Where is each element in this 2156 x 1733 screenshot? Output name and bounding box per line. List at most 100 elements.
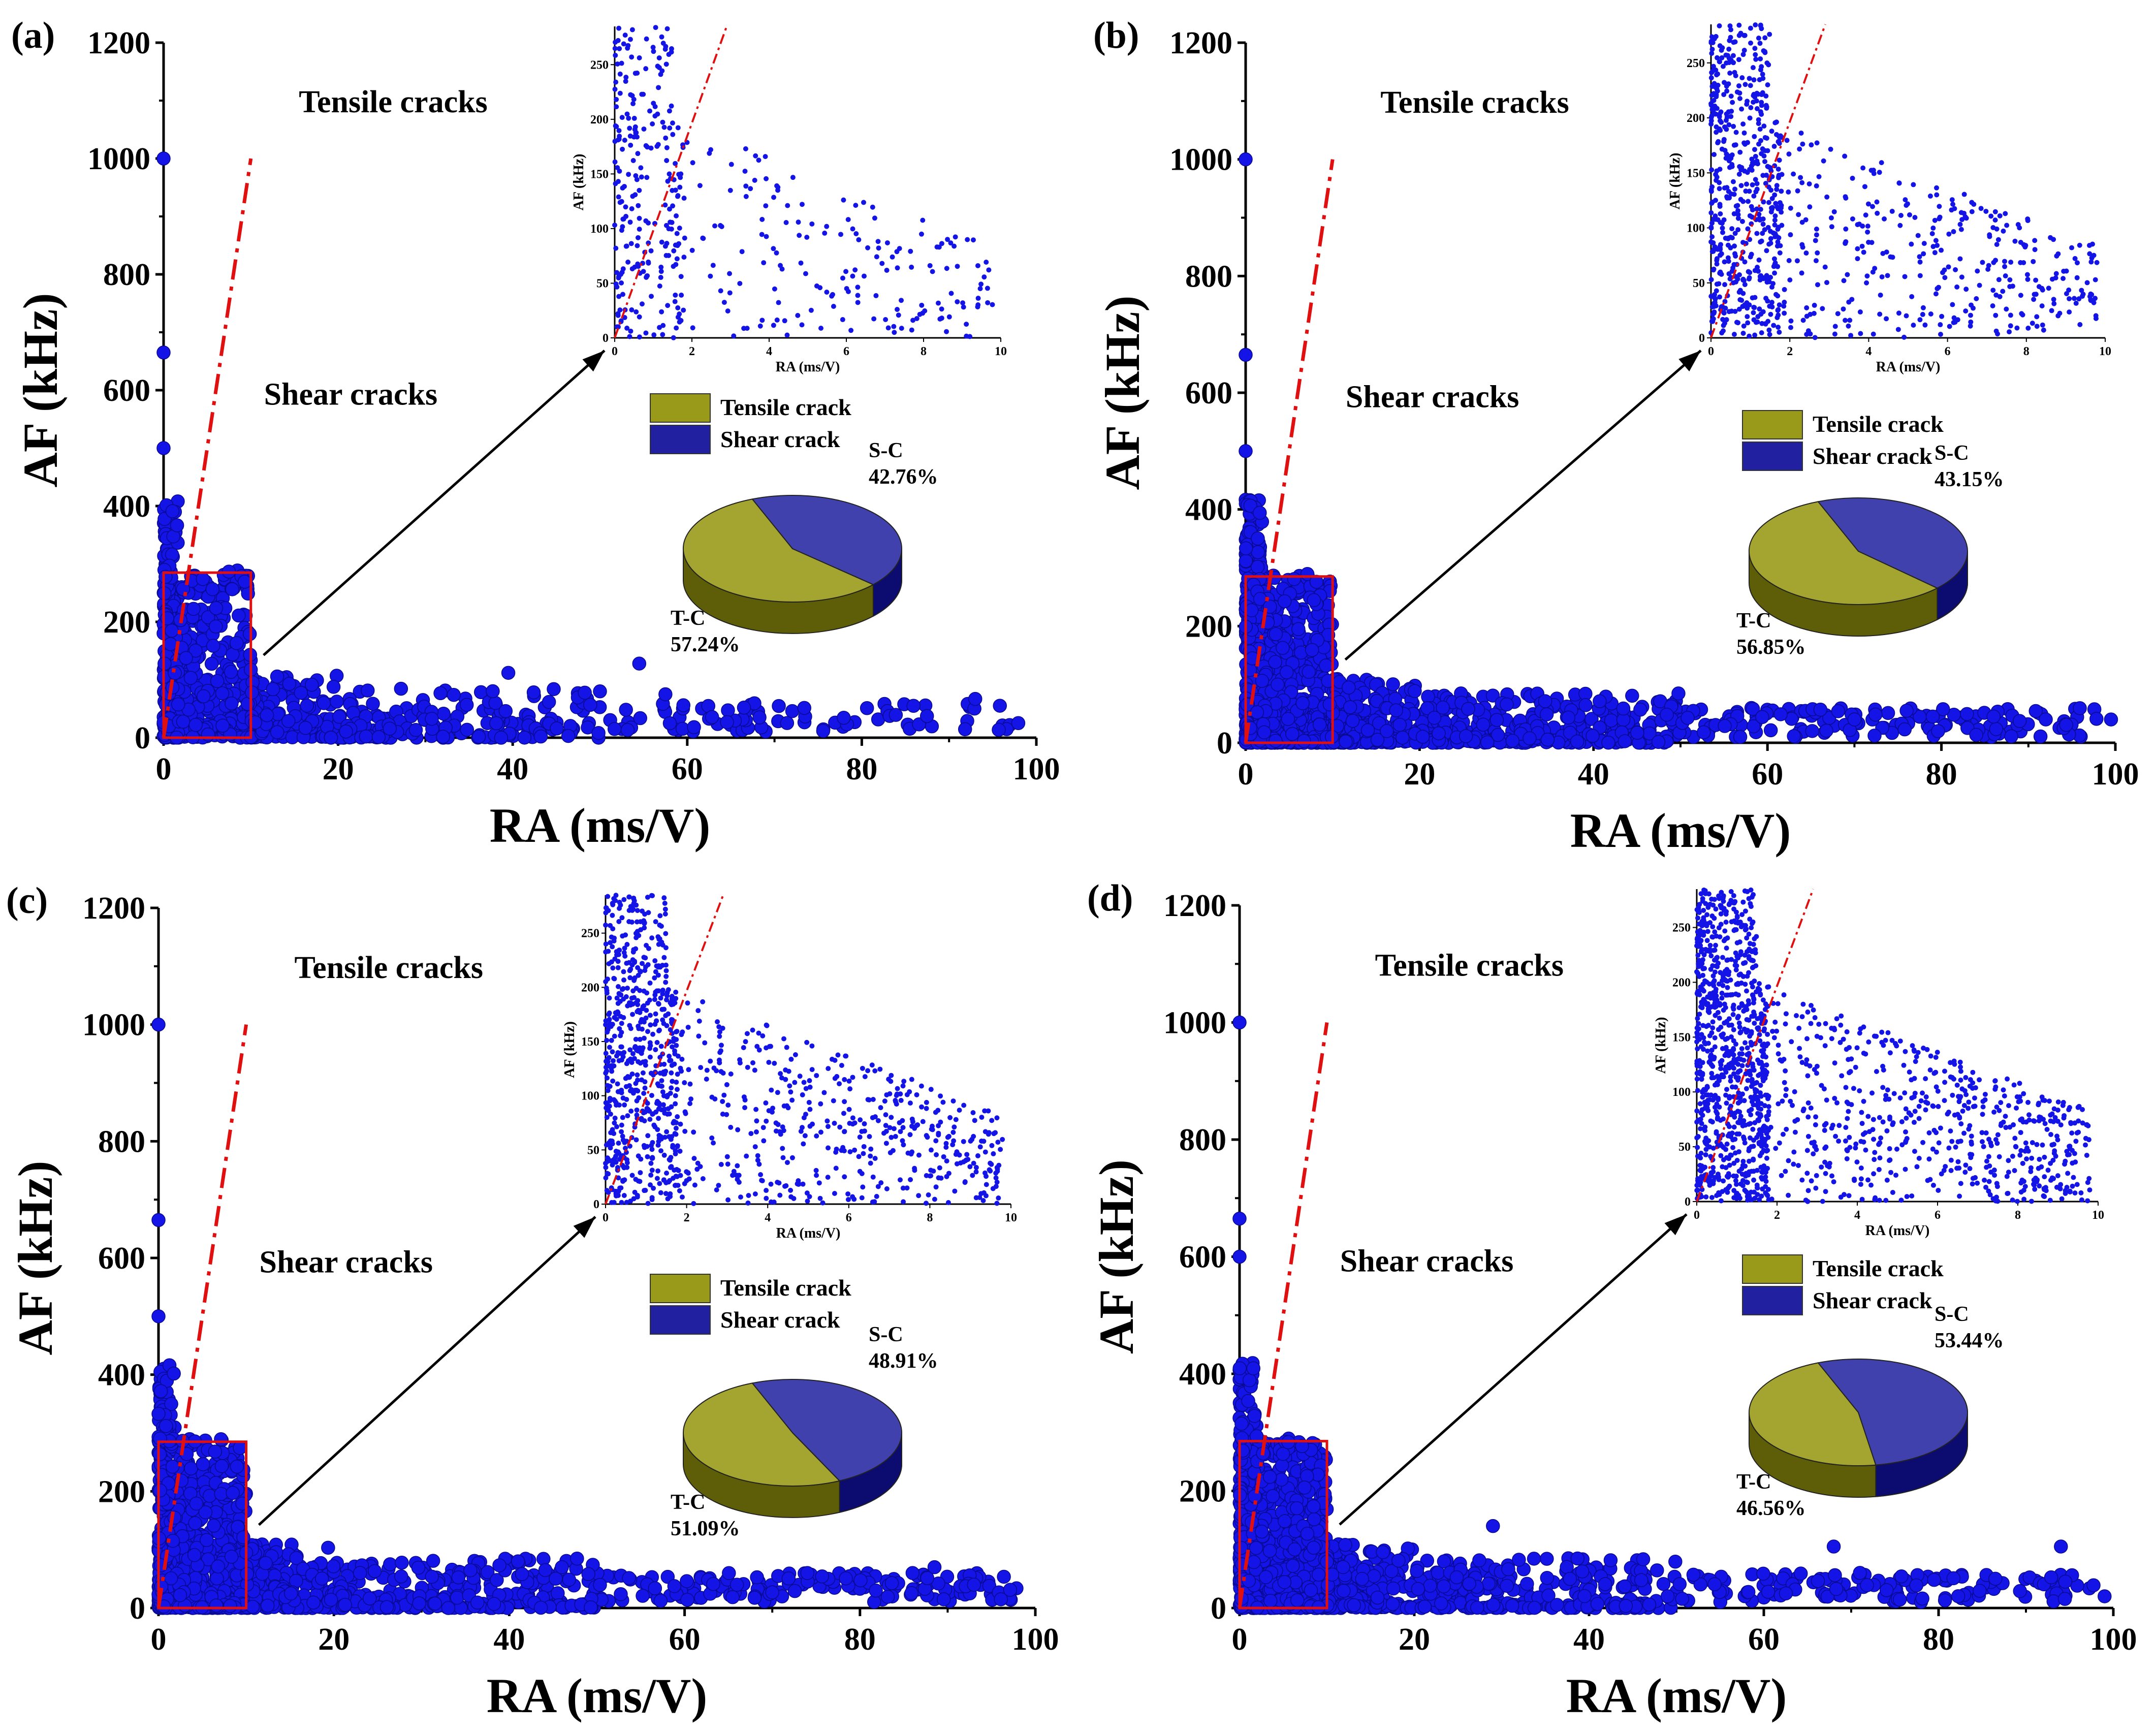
- inset-data-point: [1728, 191, 1734, 197]
- x-tick-label: 60: [669, 1622, 701, 1657]
- inset-data-point: [659, 309, 664, 314]
- y-tick-label: 200: [98, 1474, 145, 1509]
- data-point: [633, 711, 647, 726]
- inset-data-point: [1994, 226, 2000, 232]
- data-point: [1281, 712, 1295, 726]
- inset-data-point: [875, 239, 881, 244]
- inset-data-point: [1771, 323, 1777, 328]
- data-point: [561, 729, 576, 743]
- inset-data-point: [1784, 138, 1790, 143]
- inset-data-point: [918, 231, 924, 237]
- y-tick-label: 400: [1185, 493, 1232, 527]
- inset-data-point: [617, 71, 623, 77]
- pie-chart: S-C42.76%T-C57.24%: [671, 439, 938, 656]
- inset-data-point: [718, 288, 723, 294]
- data-point: [170, 518, 184, 532]
- x-tick-label: 0: [156, 752, 172, 786]
- inset-data-point: [756, 157, 762, 163]
- inset-data-point: [619, 115, 625, 120]
- inset-y-tick-label: 100: [1687, 222, 1705, 235]
- y-tick-label: 1200: [1169, 26, 1232, 60]
- inset-data-point: [2040, 322, 2045, 328]
- inset-data-point: [964, 322, 969, 327]
- inset-data-point: [1939, 247, 1944, 253]
- inset-data-point: [1726, 259, 1731, 264]
- data-point: [237, 575, 252, 589]
- inset-data-point: [778, 263, 783, 268]
- inset-data-point: [1740, 121, 1746, 127]
- inset-data-point: [616, 294, 622, 299]
- inset-data-point: [1753, 52, 1758, 57]
- inset-data-point: [774, 317, 780, 323]
- inset-data-point: [1917, 273, 1923, 278]
- inset-data-point: [952, 243, 957, 249]
- data-point: [1476, 717, 1491, 732]
- inset-data-point: [1779, 188, 1784, 194]
- inset-data-point: [1775, 227, 1781, 232]
- inset-data-point: [1708, 294, 1714, 299]
- y-tick-label: 200: [1185, 609, 1232, 644]
- inset-data-point: [1740, 330, 1746, 336]
- data-point: [1523, 731, 1537, 745]
- inset-data-point: [1711, 81, 1717, 86]
- inset-data-point: [876, 245, 881, 251]
- legend-swatch-shear: [1742, 442, 1803, 471]
- inset-data-point: [629, 307, 635, 312]
- x-tick-label: 80: [1926, 757, 1957, 792]
- inset-data-point: [1748, 83, 1753, 88]
- inset-data-point: [861, 273, 867, 279]
- data-point: [1415, 730, 1430, 744]
- inset-data-point: [631, 97, 637, 102]
- inset-data-point: [1968, 312, 1974, 318]
- inset-data-point: [1717, 202, 1723, 207]
- x-tick-label: 60: [1752, 757, 1783, 792]
- data-point: [1897, 722, 1912, 737]
- data-point: [1279, 665, 1294, 679]
- inset-data-point: [752, 177, 757, 183]
- data-point: [1616, 701, 1631, 716]
- inset-data-point: [1934, 192, 1940, 198]
- inset-data-point: [1731, 40, 1736, 45]
- inset-data-point: [613, 245, 619, 251]
- inset-data-point: [1768, 229, 1773, 234]
- data-point: [383, 721, 397, 736]
- inset-data-point: [689, 247, 695, 253]
- inset-data-point: [626, 172, 631, 177]
- inset-data-point: [1843, 318, 1848, 323]
- inset-data-point: [678, 274, 684, 279]
- inset-data-point: [1777, 302, 1782, 308]
- data-point: [359, 729, 373, 744]
- inset-data-point: [1927, 193, 1933, 199]
- data-point: [1285, 727, 1299, 741]
- data-point: [1586, 729, 1600, 743]
- inset-data-point: [1721, 92, 1727, 98]
- inset-data-point: [628, 92, 633, 98]
- data-point: [1295, 696, 1310, 710]
- inset-data-point: [1754, 106, 1760, 111]
- inset-data-point: [2003, 211, 2008, 216]
- inset-data-point: [675, 305, 681, 310]
- inset-data-point: [1804, 305, 1810, 310]
- data-point: [1681, 711, 1695, 725]
- inset-data-point: [1909, 294, 1915, 299]
- inset-data-point: [1720, 45, 1725, 50]
- inset-data-point: [1775, 139, 1781, 144]
- inset-y-tick-label: 100: [590, 223, 609, 236]
- inset-data-point: [785, 203, 790, 208]
- data-point: [1427, 711, 1442, 725]
- inset-data-point: [1752, 147, 1757, 152]
- inset-data-point: [1722, 185, 1727, 191]
- inset-data-point: [625, 43, 631, 48]
- inset-data-point: [1760, 222, 1766, 227]
- inset-data-point: [1767, 332, 1772, 337]
- inset-data-point: [1857, 309, 1863, 315]
- data-point: [752, 710, 767, 724]
- data-point: [2039, 712, 2053, 727]
- inset-data-point: [612, 159, 618, 165]
- data-point: [517, 731, 532, 745]
- inset-data-point: [673, 161, 678, 166]
- inset-data-point: [743, 194, 749, 199]
- inset-data-point: [871, 316, 877, 322]
- legend-swatch-shear: [650, 425, 711, 454]
- inset-data-point: [1808, 311, 1813, 317]
